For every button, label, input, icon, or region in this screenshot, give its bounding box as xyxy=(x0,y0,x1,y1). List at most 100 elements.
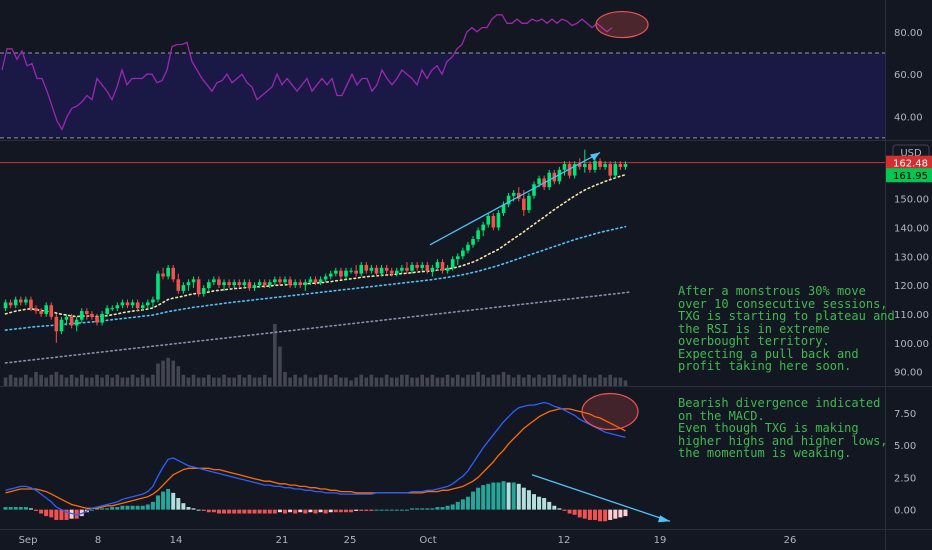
ema-mid-line xyxy=(4,225,627,331)
candle-body xyxy=(74,319,79,326)
candle-body xyxy=(293,282,297,286)
candle-body xyxy=(171,267,176,280)
macd-histogram-bar xyxy=(531,494,536,510)
candle-body xyxy=(140,305,145,309)
trend-arrow-line xyxy=(429,151,601,246)
candle-body xyxy=(166,267,170,277)
volume-bar xyxy=(146,377,150,386)
candle-body xyxy=(308,279,313,283)
volume-bar xyxy=(511,377,516,386)
macd-histogram-bar xyxy=(191,508,196,510)
volume-bar xyxy=(598,374,602,386)
volume-bar xyxy=(140,374,145,386)
candle-body xyxy=(217,279,221,286)
candle-body xyxy=(516,192,521,199)
volume-bar xyxy=(420,374,425,386)
volume-bar xyxy=(354,377,358,386)
candle-body xyxy=(435,262,440,268)
candle-body xyxy=(227,282,231,286)
macd-histogram-bar xyxy=(303,509,308,514)
macd-histogram-bar xyxy=(420,508,425,510)
price-y-tick-label: 100.00 xyxy=(894,339,929,350)
macd-histogram-bar xyxy=(150,501,155,510)
volume-bar xyxy=(79,374,84,386)
volume-bar xyxy=(583,374,587,386)
macd-histogram-bar xyxy=(8,507,13,510)
macd-histogram-bar xyxy=(577,509,582,518)
candle-body xyxy=(384,267,389,271)
volume-bar xyxy=(318,374,323,386)
volume-bar xyxy=(59,374,64,386)
macd-histogram-bar xyxy=(237,509,242,514)
candle-body xyxy=(49,305,54,317)
macd-histogram-bar xyxy=(110,507,115,510)
volume-bar xyxy=(90,377,94,386)
volume-bar xyxy=(242,377,247,386)
volume-bar xyxy=(486,377,491,386)
volume-bar xyxy=(110,377,115,386)
candle-body xyxy=(486,215,491,225)
candle-body xyxy=(156,273,160,300)
volume-bar xyxy=(105,374,109,386)
candle-body xyxy=(445,267,450,271)
volume-bar xyxy=(232,377,236,386)
candle-body xyxy=(135,302,140,309)
volume-bar xyxy=(537,374,541,386)
volume-bar xyxy=(24,374,28,386)
volume-bar xyxy=(567,377,572,386)
macd-histogram-bar xyxy=(181,503,186,510)
macd-histogram-bar xyxy=(105,508,110,510)
candle-body xyxy=(151,299,155,303)
macd-histogram-bar xyxy=(272,509,277,514)
volume-bar xyxy=(212,377,216,386)
candle-body xyxy=(593,161,597,170)
volume-bar xyxy=(435,377,440,386)
macd-histogram-bar xyxy=(547,501,552,510)
macd-histogram-bar xyxy=(23,507,28,510)
candle-body xyxy=(105,308,109,314)
macd-histogram-bar xyxy=(491,482,496,510)
volume-bar xyxy=(64,377,69,386)
candle-body xyxy=(115,305,120,309)
macd-histogram-bar xyxy=(328,509,333,513)
macd-histogram-bar xyxy=(267,509,272,514)
volume-bar xyxy=(283,371,287,386)
volume-bar xyxy=(120,377,125,386)
volume-bar xyxy=(572,374,577,386)
volume-bar xyxy=(445,374,450,386)
candle-body xyxy=(18,299,23,303)
candle-body xyxy=(303,282,308,286)
volume-bar xyxy=(491,374,496,386)
current-price-label: 161.95 xyxy=(893,171,928,182)
volume-bar xyxy=(466,374,470,386)
volume-bar xyxy=(344,377,348,386)
volume-bar xyxy=(557,377,562,386)
candle-body xyxy=(557,169,562,182)
candle-body xyxy=(8,302,13,306)
trend-arrowhead xyxy=(590,152,600,161)
volume-bar xyxy=(166,357,170,386)
volume-bar xyxy=(39,374,43,386)
candle-body xyxy=(455,256,460,260)
candle-body xyxy=(395,270,399,274)
macd-histogram-bar xyxy=(39,509,44,514)
price-y-tick-label: 120.00 xyxy=(894,281,929,292)
x-tick-label: 12 xyxy=(558,535,571,546)
candle-body xyxy=(191,279,196,283)
macd-histogram-bar xyxy=(496,482,501,510)
macd-histogram-bar xyxy=(3,507,8,510)
volume-bar xyxy=(593,377,597,386)
volume-bar xyxy=(577,377,582,386)
candle-body xyxy=(415,264,419,268)
candle-body xyxy=(405,267,409,271)
candle-body xyxy=(39,311,43,314)
macd-histogram-bar xyxy=(481,485,486,510)
volume-bar xyxy=(298,377,303,386)
volume-bar xyxy=(8,374,13,386)
volume-bar xyxy=(171,360,176,386)
candle-body xyxy=(410,264,414,271)
macd-histogram-bar xyxy=(100,508,105,510)
candle-body xyxy=(430,267,435,271)
price-panel xyxy=(0,149,885,386)
